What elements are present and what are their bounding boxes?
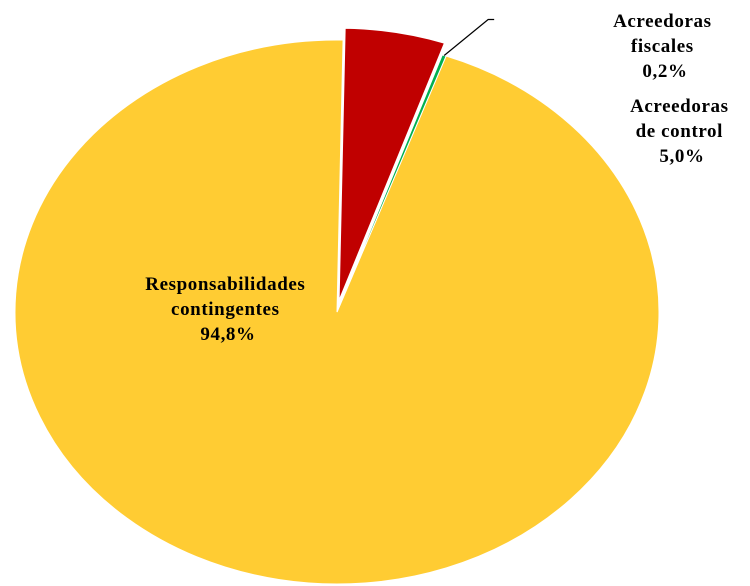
slice-acreedoras-control <box>338 27 446 301</box>
label-acreedoras-control: Acreedoras de control 5,0% <box>630 96 734 167</box>
label-acreedoras-control-line1: Acreedoras <box>630 96 729 117</box>
leader-line-acreedoras-fiscales <box>443 18 495 56</box>
label-acreedoras-fiscales-line2: fiscales <box>631 36 694 57</box>
label-responsabilidades-line1: Responsabilidades <box>145 274 305 295</box>
label-acreedoras-control-line2: de control <box>636 121 723 142</box>
label-responsabilidades-line2: contingentes <box>171 299 280 320</box>
label-responsabilidades: Responsabilidades contingentes 94,8% <box>145 274 311 345</box>
label-acreedoras-fiscales-line1: Acreedoras <box>613 11 712 32</box>
label-acreedoras-fiscales-pct: 0,2% <box>642 61 687 82</box>
label-acreedoras-fiscales: Acreedoras fiscales 0,2% <box>613 11 717 82</box>
label-responsabilidades-pct: 94,8% <box>200 324 255 345</box>
label-acreedoras-control-pct: 5,0% <box>659 146 704 167</box>
